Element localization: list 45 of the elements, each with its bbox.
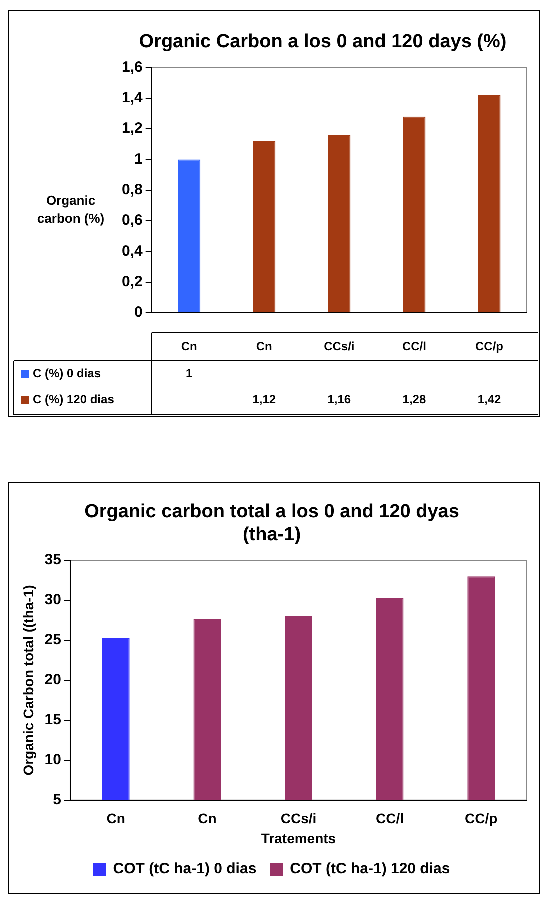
y-tick-label: 0,8: [122, 182, 143, 199]
y-axis-title: Organic carbon (%): [37, 192, 105, 226]
x-axis-title: Tratements: [261, 830, 336, 846]
y-tick-label: 0,4: [122, 242, 144, 260]
chart-title: Organic carbon total a los 0 and 120 dyas (tha-1): [84, 502, 460, 546]
x-tick-label: CCs/i: [324, 339, 355, 354]
x-tick-label: Cn: [106, 810, 126, 827]
y-tick-label: 0,2: [122, 273, 143, 290]
x-tick-label: CC/p: [475, 339, 504, 354]
bar: [178, 160, 201, 312]
x-tick-label: CC/l: [402, 339, 426, 354]
bar: [478, 95, 501, 312]
legend-label: C (%) 120 dias: [33, 392, 115, 406]
bar: [253, 141, 276, 312]
bar: [328, 135, 351, 312]
text: 1,42: [478, 392, 502, 406]
y-tick-label: 5: [53, 792, 62, 809]
chart-title: Organic Carbon a los 0 and 120 days (%): [139, 32, 507, 53]
y-tick-label: 1: [134, 150, 143, 168]
y-tick-label: 20: [44, 672, 62, 689]
y-tick-label: 1,2: [122, 120, 143, 138]
y-tick-label: 1,6: [122, 58, 143, 76]
y-tick-label: 1,4: [122, 90, 144, 107]
legend-label: COT (tC ha-1) 0 dias: [113, 860, 257, 878]
x-tick-label: CC/p: [465, 810, 498, 827]
y-tick-label: 0: [134, 304, 143, 322]
text: 1,12: [252, 392, 276, 406]
x-tick-label: Cn: [181, 339, 198, 354]
y-tick-label: 30: [44, 592, 62, 609]
x-tick-label: Cn: [256, 339, 272, 354]
x-tick-label: CC/l: [376, 810, 404, 827]
bar: [403, 116, 426, 312]
text: 1,16: [328, 392, 352, 406]
y-tick-label: 35: [44, 552, 62, 569]
legend-label: COT (tC ha-1) 120 dias: [290, 860, 450, 878]
text: 1: [186, 366, 193, 380]
legend-label: C (%) 0 dias: [33, 366, 102, 380]
y-tick-label: 25: [44, 632, 62, 649]
x-tick-label: Cn: [198, 810, 217, 827]
y-axis-title: Organic Carbon total ((tha-1): [20, 585, 36, 776]
x-tick-label: CCs/i: [280, 810, 317, 827]
y-tick-label: 0,6: [122, 212, 143, 230]
y-tick-label: 15: [44, 712, 62, 729]
y-tick-label: 10: [44, 752, 62, 769]
text: 1,28: [402, 392, 426, 406]
